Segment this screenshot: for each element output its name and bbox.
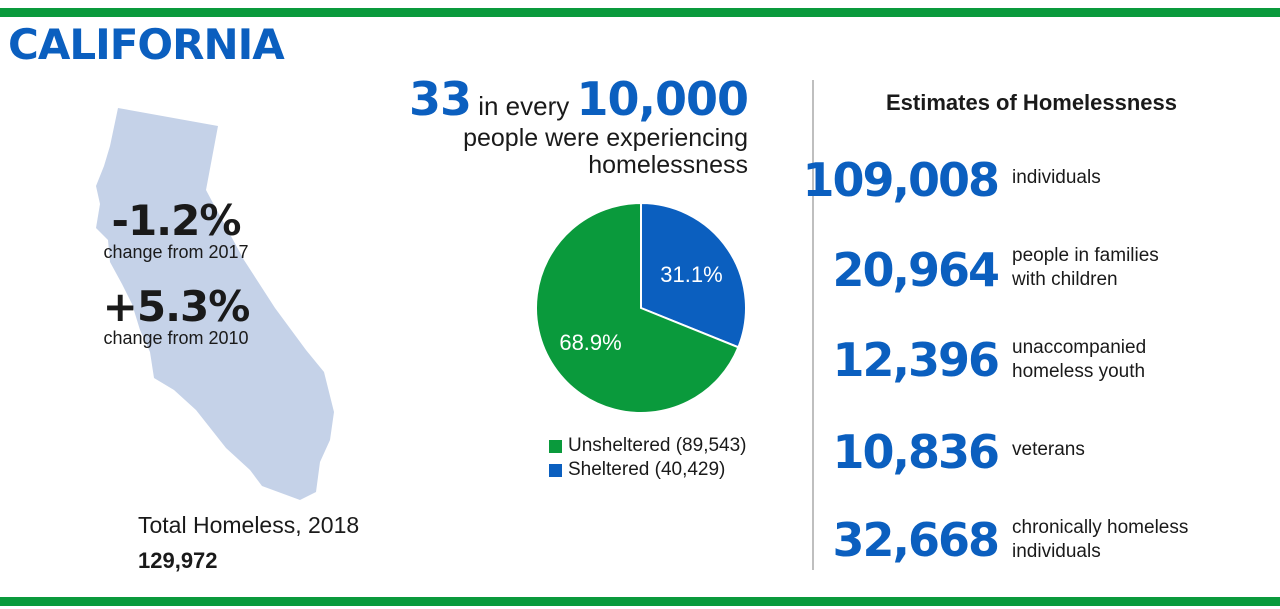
estimate-number: 20,964 [832, 243, 1000, 297]
pie-slice-unsheltered-label: 68.9% [559, 330, 621, 355]
change-2010-label: change from 2010 [103, 328, 249, 348]
legend-swatch-sheltered [549, 463, 562, 477]
estimate-number: 32,668 [832, 513, 1000, 567]
estimate-label-line: homeless youth [1012, 361, 1146, 382]
estimate-label-line: chronically homeless [1012, 517, 1189, 538]
legend-swatch-unsheltered [549, 439, 562, 453]
estimate-individuals: 109,008 individuals [800, 150, 1270, 210]
page-title: CALIFORNIA [8, 20, 285, 69]
pie-slice-unsheltered [535, 201, 740, 414]
rate-number: 33 [408, 72, 472, 126]
estimate-label-line: people in families [1012, 245, 1159, 266]
legend-item-sheltered: Sheltered (40,429) [549, 458, 747, 482]
pie-legend: Unsheltered (89,543) Sheltered (40,429) [549, 434, 747, 482]
estimate-label-line: individuals [1012, 167, 1101, 188]
estimate-number: 10,836 [832, 425, 1000, 479]
total-homeless-label: Total Homeless, 2018 [138, 512, 360, 538]
change-2010: +5.3% change from 2010 [46, 286, 306, 349]
estimate-label-line: with children [1012, 269, 1118, 290]
change-2017-label: change from 2017 [103, 242, 249, 262]
estimate-chronic: 32,668 chronically homeless individuals [800, 510, 1270, 570]
column-divider [812, 80, 814, 570]
estimate-number: 12,396 [832, 333, 1000, 387]
rate-line2: people were experiencing [463, 123, 748, 152]
estimate-label: people in families with children [1012, 244, 1159, 292]
rate-middle: in every [478, 91, 570, 121]
pie-slice-sheltered-label: 31.1% [660, 262, 722, 287]
estimate-number: 109,008 [802, 153, 1000, 207]
legend-label-sheltered: Sheltered (40,429) [568, 459, 726, 480]
rate-per: 10,000 [576, 72, 749, 126]
change-2017: -1.2% change from 2017 [46, 200, 306, 263]
change-2017-value: -1.2% [111, 196, 242, 245]
top-green-bar [0, 8, 1280, 17]
california-map-icon [96, 108, 334, 500]
change-2010-value: +5.3% [102, 282, 251, 331]
estimate-label: veterans [1012, 438, 1085, 462]
estimate-label-line: unaccompanied [1012, 337, 1147, 358]
estimate-label: chronically homeless individuals [1012, 516, 1188, 564]
estimate-label: unaccompanied homeless youth [1012, 336, 1146, 384]
legend-item-unsheltered: Unsheltered (89,543) [549, 434, 747, 458]
estimates-title: Estimates of Homelessness [886, 90, 1178, 115]
estimate-veterans: 10,836 veterans [800, 422, 1270, 482]
total-homeless-value: 129,972 [138, 548, 218, 573]
pie-slice-sheltered [640, 201, 747, 349]
estimate-youth: 12,396 unaccompanied homeless youth [800, 330, 1270, 390]
rate-line3: homelessness [588, 151, 748, 180]
estimate-label: individuals [1012, 166, 1101, 190]
estimate-label-line: veterans [1012, 439, 1085, 460]
estimate-families: 20,964 people in families with children [800, 240, 1270, 300]
bottom-green-bar [0, 597, 1280, 606]
rate-headline: 33 in every 10,000 people were experienc… [408, 72, 749, 180]
legend-label-unsheltered: Unsheltered (89,543) [568, 435, 747, 456]
shelter-pie-chart: 31.1% 68.9% [535, 201, 747, 414]
estimate-label-line: individuals [1012, 541, 1101, 562]
